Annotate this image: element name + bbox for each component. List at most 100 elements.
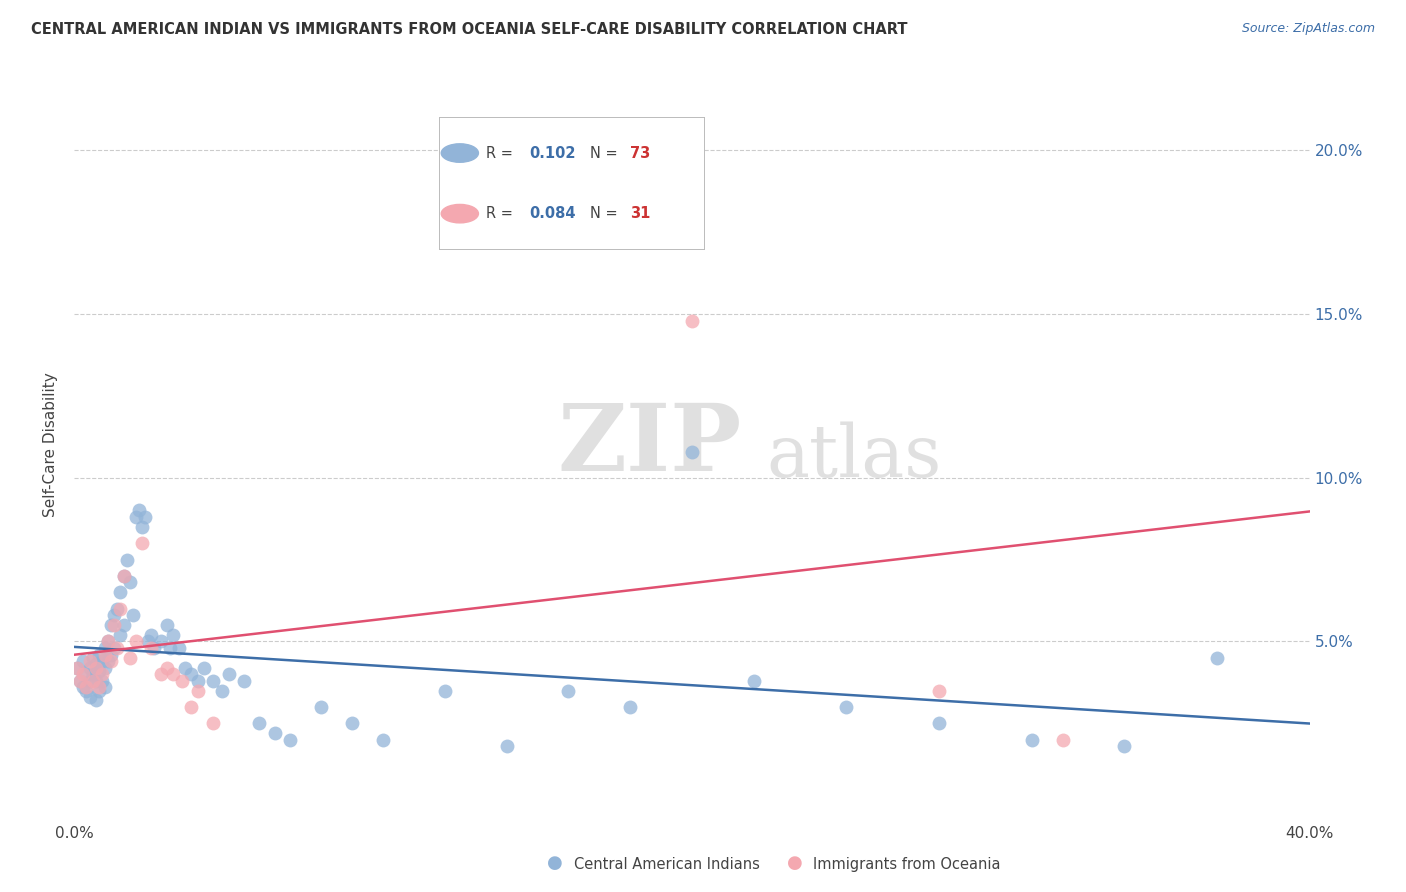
Point: [681, 444, 703, 458]
Point: [79, 654, 101, 668]
Point: [79, 690, 101, 704]
Point: [495, 739, 517, 754]
Point: [84, 657, 107, 672]
Point: [928, 716, 950, 731]
Point: [202, 716, 225, 731]
Point: [112, 618, 135, 632]
Point: [82, 650, 104, 665]
Point: [835, 699, 858, 714]
Text: ●: ●: [547, 855, 564, 872]
Point: [87, 648, 110, 662]
Point: [1021, 732, 1043, 747]
Point: [128, 503, 150, 517]
Point: [105, 640, 128, 655]
Point: [172, 673, 194, 688]
Point: [82, 673, 104, 688]
Point: [110, 628, 132, 642]
Point: [340, 716, 363, 731]
Point: [84, 673, 107, 688]
Point: [103, 640, 125, 655]
Point: [87, 664, 110, 678]
Point: [433, 683, 456, 698]
Point: [94, 680, 117, 694]
Point: [149, 667, 172, 681]
Point: [87, 683, 110, 698]
Point: [928, 683, 950, 698]
Point: [72, 667, 94, 681]
Point: [143, 640, 166, 655]
Point: [97, 634, 120, 648]
Point: [167, 640, 190, 655]
Point: [159, 640, 181, 655]
Point: [131, 536, 153, 550]
Point: [105, 601, 128, 615]
Point: [211, 683, 233, 698]
Point: [118, 650, 141, 665]
Point: [156, 660, 179, 674]
Point: [136, 634, 159, 648]
Point: [97, 634, 120, 648]
Point: [118, 575, 141, 590]
Point: [134, 510, 156, 524]
Point: [218, 667, 240, 681]
Point: [149, 634, 172, 648]
Point: [125, 510, 148, 524]
Point: [69, 673, 91, 688]
Point: [180, 667, 202, 681]
Point: [82, 667, 104, 681]
Point: [75, 683, 97, 698]
Text: Central American Indians: Central American Indians: [574, 857, 759, 872]
Point: [193, 660, 215, 674]
Point: [156, 618, 179, 632]
Text: Source: ZipAtlas.com: Source: ZipAtlas.com: [1241, 22, 1375, 36]
Point: [162, 667, 184, 681]
Point: [187, 673, 209, 688]
Point: [90, 673, 112, 688]
Point: [371, 732, 394, 747]
Point: [97, 654, 120, 668]
Point: [557, 683, 579, 698]
Point: [94, 660, 117, 674]
Point: [162, 628, 184, 642]
Point: [66, 660, 89, 674]
Point: [110, 601, 132, 615]
Point: [681, 313, 703, 327]
Point: [100, 654, 122, 668]
Text: ●: ●: [786, 855, 803, 872]
Point: [249, 716, 271, 731]
Point: [90, 667, 112, 681]
Point: [1114, 739, 1136, 754]
Point: [112, 569, 135, 583]
Point: [72, 654, 94, 668]
Text: ZIP: ZIP: [557, 400, 741, 490]
Point: [94, 648, 117, 662]
Text: CENTRAL AMERICAN INDIAN VS IMMIGRANTS FROM OCEANIA SELF-CARE DISABILITY CORRELAT: CENTRAL AMERICAN INDIAN VS IMMIGRANTS FR…: [31, 22, 907, 37]
Point: [115, 552, 138, 566]
Point: [84, 693, 107, 707]
Point: [110, 585, 132, 599]
Point: [742, 673, 765, 688]
Point: [180, 699, 202, 714]
Point: [141, 640, 163, 655]
Point: [90, 654, 112, 668]
Point: [125, 634, 148, 648]
Point: [619, 699, 641, 714]
Point: [72, 680, 94, 694]
Point: [69, 673, 91, 688]
Point: [84, 660, 107, 674]
Point: [131, 520, 153, 534]
Point: [187, 683, 209, 698]
Y-axis label: Self-Care Disability: Self-Care Disability: [44, 373, 58, 517]
Point: [278, 732, 301, 747]
Point: [174, 660, 197, 674]
Point: [1052, 732, 1074, 747]
Point: [75, 680, 97, 694]
Point: [112, 569, 135, 583]
Point: [263, 726, 285, 740]
Point: [202, 673, 225, 688]
Point: [94, 640, 117, 655]
Point: [75, 667, 97, 681]
Point: [100, 648, 122, 662]
Point: [309, 699, 332, 714]
Point: [79, 673, 101, 688]
